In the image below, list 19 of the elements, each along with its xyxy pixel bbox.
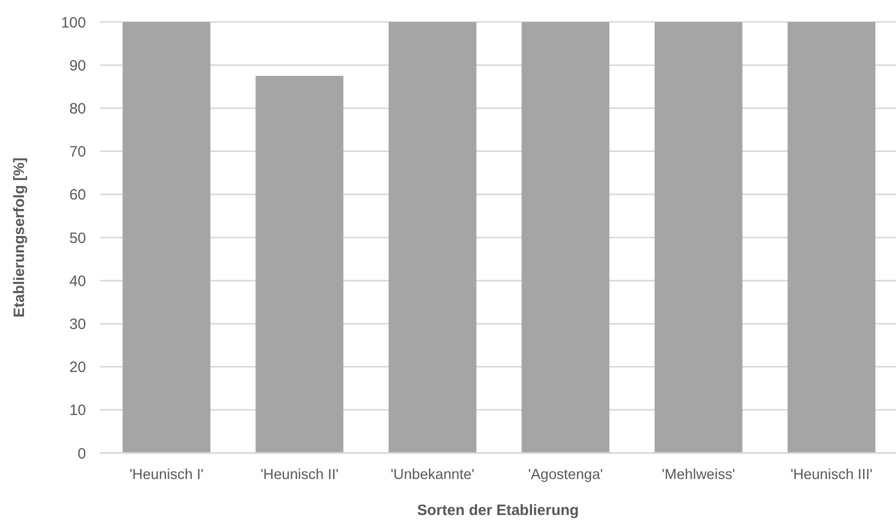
y-tick-label: 70 — [69, 144, 86, 161]
y-tick-label: 10 — [69, 402, 86, 420]
y-tick-label: 100 — [60, 14, 86, 32]
x-tick-label: 'Mehlweiss' — [662, 467, 736, 483]
x-tick-label: 'Heunisch II' — [260, 467, 339, 483]
x-tick-label: 'Heunisch III' — [790, 467, 873, 483]
y-tick-label: 80 — [69, 100, 86, 118]
y-tick-label: 0 — [78, 445, 86, 462]
x-axis-title: Sorten der Etablierung — [417, 502, 579, 519]
y-tick-label: 40 — [69, 272, 86, 290]
y-tick-label: 30 — [69, 316, 86, 333]
x-tick-label: 'Unbekannte' — [390, 467, 475, 483]
y-tick-label: 20 — [69, 359, 86, 376]
x-tick-label: 'Heunisch I' — [129, 467, 204, 483]
x-tick-label: 'Agostenga' — [528, 467, 604, 483]
y-axis-title: Etablierungserfolg [%] — [11, 157, 28, 318]
y-tick-label: 50 — [69, 230, 86, 247]
y-tick-label: 90 — [69, 57, 86, 74]
y-tick-label: 60 — [69, 186, 86, 204]
